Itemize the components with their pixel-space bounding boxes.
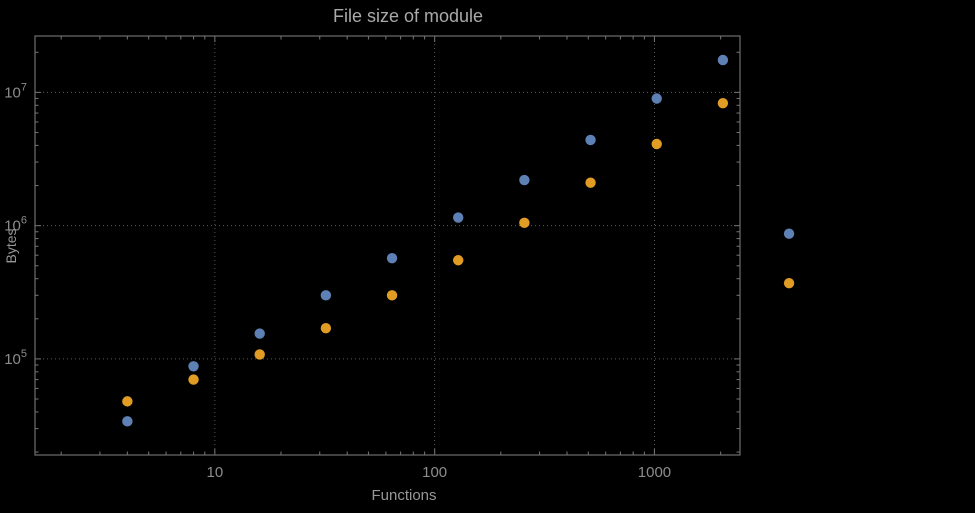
x-tick-label: 100 bbox=[422, 464, 447, 481]
data-point-series-blue bbox=[386, 252, 398, 264]
data-point-series-orange bbox=[122, 396, 133, 407]
data-point-series-blue bbox=[453, 212, 464, 223]
data-point-series-orange bbox=[651, 138, 662, 150]
data-point-series-orange bbox=[519, 217, 530, 229]
chart-title: File size of module bbox=[332, 6, 484, 26]
data-point-series-blue bbox=[122, 416, 133, 427]
y-axis-label: Bytes bbox=[3, 228, 19, 264]
data-point-series-orange bbox=[254, 349, 265, 360]
data-point-series-orange bbox=[717, 97, 729, 109]
y-tick-label: 107 bbox=[4, 81, 27, 101]
data-point-series-blue bbox=[188, 361, 199, 372]
data-point-series-blue bbox=[519, 174, 530, 186]
data-point-series-blue bbox=[585, 134, 596, 146]
data-point-series-blue bbox=[254, 328, 265, 339]
data-point-series-blue bbox=[320, 290, 332, 301]
data-point-series-orange bbox=[320, 322, 332, 334]
data-point-series-blue bbox=[717, 54, 729, 66]
y-tick-label: 105 bbox=[4, 348, 27, 368]
y-tick-label: 106 bbox=[4, 215, 27, 235]
data-point-series-orange bbox=[783, 277, 795, 289]
x-tick-label: 10 bbox=[206, 464, 223, 481]
data-point-series-orange bbox=[386, 290, 398, 301]
x-axis-label: Functions bbox=[371, 487, 437, 504]
data-point-series-orange bbox=[188, 374, 199, 385]
data-point-series-blue bbox=[783, 228, 795, 239]
data-point-series-orange bbox=[585, 177, 596, 188]
plot-frame bbox=[34, 35, 741, 456]
data-point-series-orange bbox=[453, 255, 464, 266]
x-tick-label: 1000 bbox=[638, 464, 671, 481]
data-point-series-blue bbox=[651, 93, 662, 104]
